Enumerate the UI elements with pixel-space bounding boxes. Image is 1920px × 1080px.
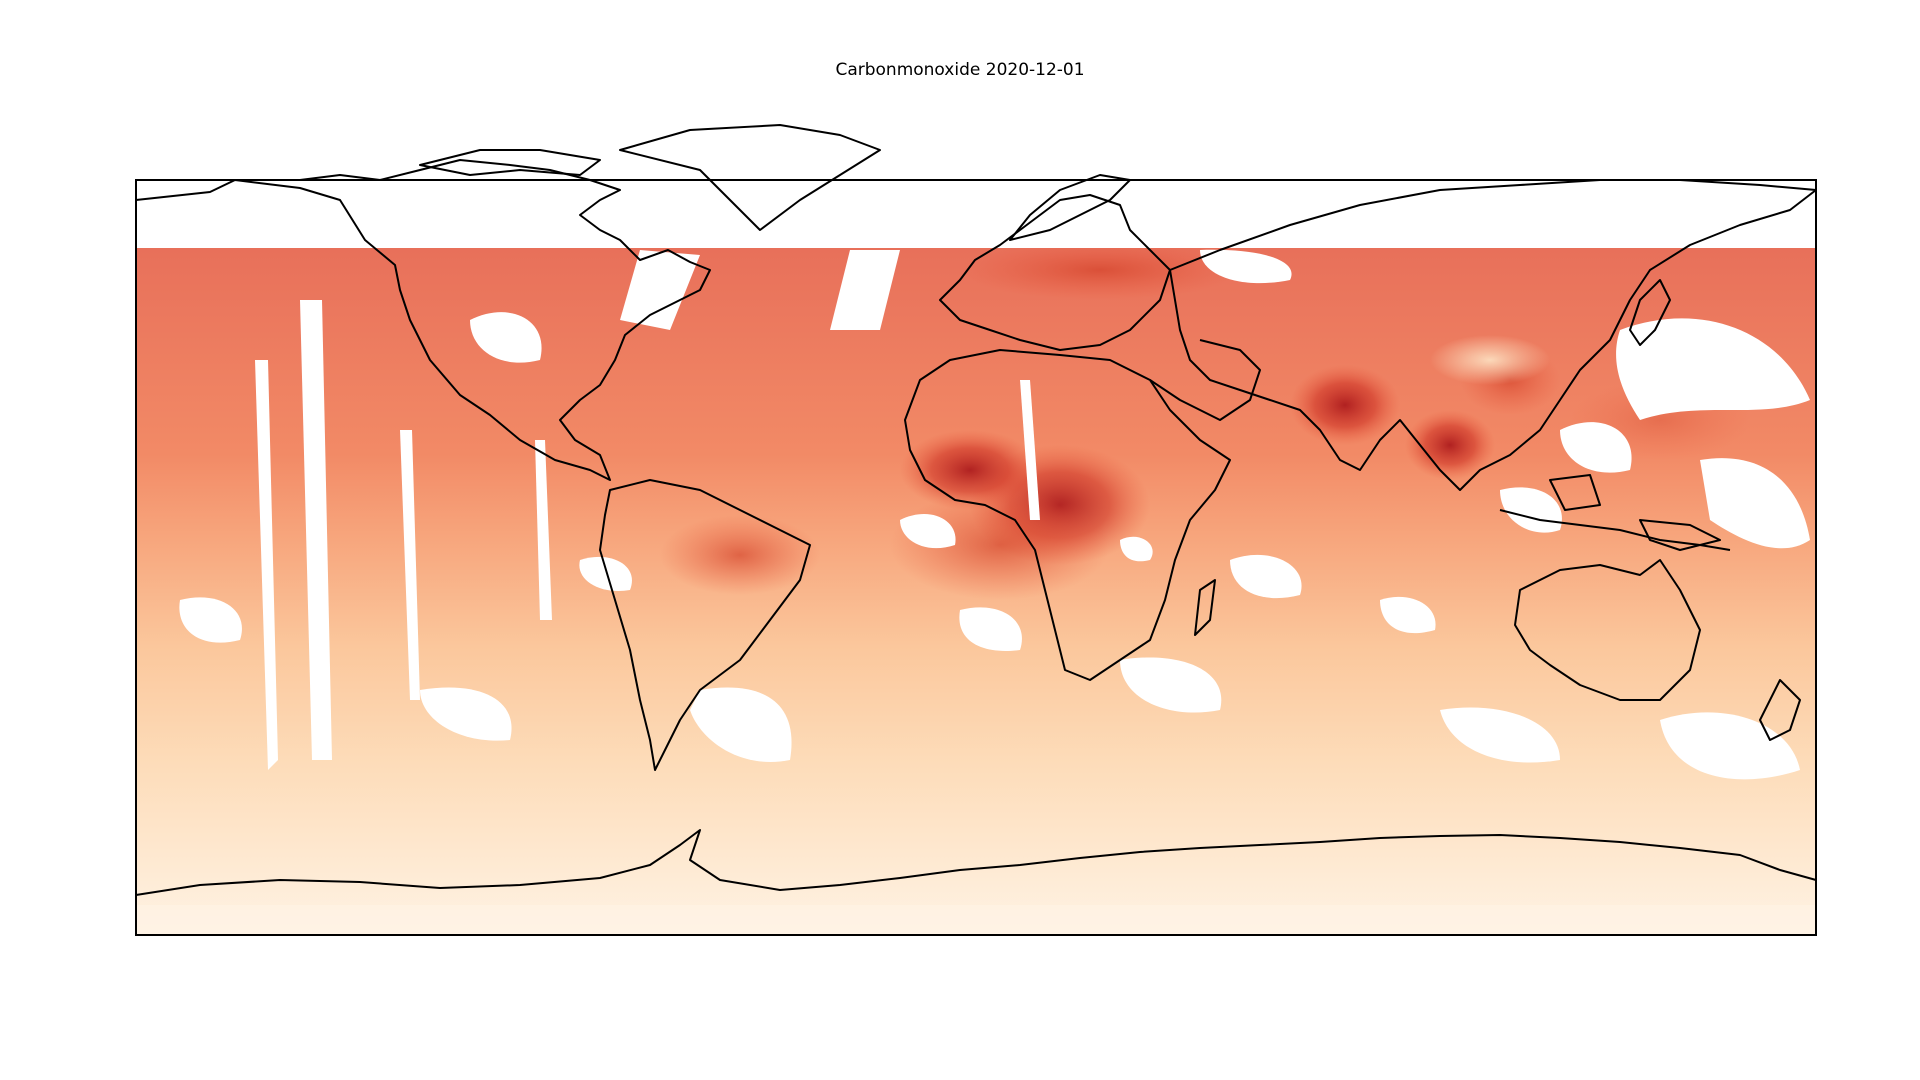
africa-coastline	[904, 349, 1231, 681]
india-hotspot	[1290, 365, 1400, 445]
europe-coastline	[939, 194, 1171, 351]
antarctica-coastline	[135, 829, 1817, 896]
gulf-of-guinea-plume	[890, 490, 1110, 600]
arctic-islands-coastline	[419, 149, 601, 176]
no-data-gaps	[179, 249, 1810, 780]
madagascar-coastline	[1194, 579, 1216, 636]
tibet-low	[1430, 335, 1550, 385]
southeast-asia-hotspot	[1405, 410, 1495, 480]
co-concentration-field	[136, 248, 1816, 935]
west-africa-hotspot	[900, 430, 1040, 510]
map-title: Carbonmonoxide 2020-12-01	[835, 60, 1085, 80]
new-zealand-coastline	[1759, 679, 1801, 741]
greenland-coastline	[619, 124, 881, 231]
japan-coastline	[1629, 279, 1671, 346]
arctic-no-data	[136, 180, 1816, 248]
new-guinea-coastline	[1639, 519, 1721, 551]
amazon-plume	[660, 515, 820, 595]
australia-coastline	[1514, 559, 1701, 701]
south-america-coastline	[599, 479, 811, 771]
arabian-peninsula-coastline	[1149, 339, 1261, 421]
borneo-coastline	[1549, 474, 1601, 511]
europe-band	[960, 248, 1240, 300]
map-frame	[135, 179, 1817, 936]
